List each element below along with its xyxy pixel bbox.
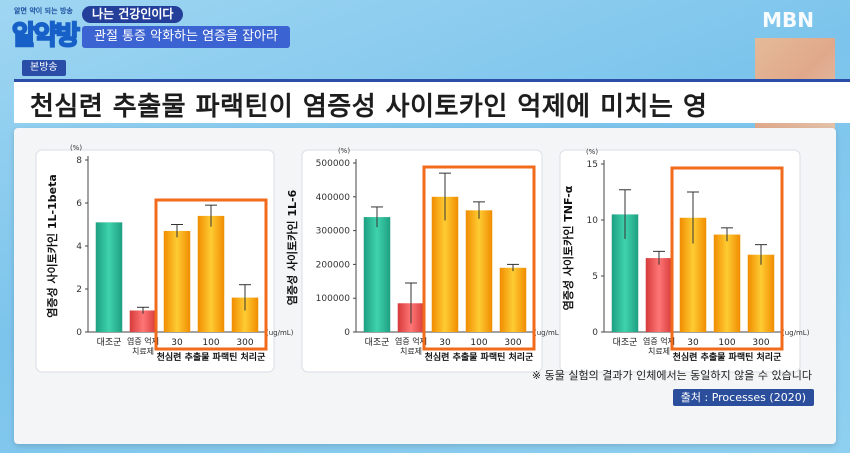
y-tick-label: 0 [592,328,598,338]
x-tick-label: 대조군 [97,337,122,348]
y-tick-label: 5 [592,272,598,282]
x-tick-label: 100 [470,338,487,348]
x-tick-label: 100 [718,338,735,348]
bar [197,215,225,332]
y-tick-label: 200000 [316,260,351,270]
bar [95,222,123,332]
headline-bar: 천심련 추출물 파랙틴이 염증성 사이토카인 억제에 미치는 영 [14,79,850,123]
y-tick-label: 0 [76,328,82,338]
x-tick-label: 100 [202,338,219,348]
bar [163,230,191,332]
x-tick-label: 30 [439,338,451,348]
broadcast-badge: 본방송 [22,60,66,76]
y-tick-label: 4 [76,242,82,252]
footnote: ※ 동물 실험의 결과가 인체에서는 동일하지 않을 수 있습니다 [531,369,812,382]
y-tick-label: 300000 [316,227,351,237]
logo-tagline: 알면 약이 되는 방송 [14,7,73,15]
x-tick-label: 300 [752,338,769,348]
bar [363,217,391,332]
program-logo: 알면 약이 되는 방송 알약방 [11,6,81,52]
x-tick-label: 300 [504,338,521,348]
y-axis-label: 염증성 사이토카인 1L-6 [285,189,299,305]
group-label: 천심련 추출물 파랙틴 처리군 [673,351,782,363]
program-header: 알면 약이 되는 방송 알약방 나는 건강인이다 관절 통증 악화하는 염증을 … [0,0,850,58]
y-tick-label: 8 [76,156,82,166]
highlight-box [154,198,268,351]
x-tick-label: 염증 억제 [127,336,159,346]
x-tick-label: 염증 억제 [395,336,427,346]
headline-text: 천심련 추출물 파랙틴이 염증성 사이토카인 억제에 미치는 영 [30,92,708,122]
y-axis-label: 염증성 사이토카인 1L-1beta [45,174,59,318]
y-tick-label: 2 [76,285,82,295]
logo-text: 알약방 [11,20,81,52]
y-unit-label: (%) [338,147,350,155]
group-label: 천심련 추출물 파랙틴 처리군 [157,351,266,363]
bar [747,254,775,332]
group-label: 천심련 추출물 파랙틴 처리군 [425,351,534,363]
x-tick-label: 30 [171,338,183,348]
chart-2: (%) 0 100000 200000 300000 400000 500000 염증성 사이… [285,147,562,373]
bar [645,258,673,332]
y-tick-label: 15 [587,160,598,170]
highlight-box [670,166,784,351]
y-axis-label: 염증성 사이토카인 TNF-α [561,185,575,310]
x-tick-label: 치료제 [132,347,154,356]
program-subtitle: 관절 통증 악화하는 염증을 잡아라 [82,26,290,48]
y-tick-label: 100000 [316,294,351,304]
x-tick-label: 치료제 [400,347,422,356]
y-tick-label: 0 [344,328,350,338]
x-unit-label: (ug/mL) [266,329,294,337]
x-tick-label: 염증 억제 [643,336,675,346]
bar [465,210,493,332]
x-tick-label: 30 [687,338,699,348]
bar [499,267,527,332]
y-unit-label: (%) [586,148,598,156]
program-title: 나는 건강인이다 [82,6,184,23]
y-tick-label: 6 [76,199,82,209]
bar [129,310,157,332]
y-tick-label: 500000 [316,159,351,169]
y-unit-label: (%) [70,144,82,152]
bar [713,234,741,332]
highlight-box [422,165,536,351]
x-tick-label: 대조군 [365,337,390,348]
y-tick-label: 10 [587,216,599,226]
y-tick-label: 400000 [316,193,351,203]
x-unit-label: (ug/mL) [782,329,810,337]
x-tick-label: 300 [236,338,253,348]
source-label: 출처 : Processes (2020) [672,389,814,406]
x-unit-label: (ug/mL) [534,329,562,337]
x-tick-label: 치료제 [648,347,670,356]
channel-logo: MBN [762,8,814,32]
x-tick-label: 대조군 [613,337,638,348]
